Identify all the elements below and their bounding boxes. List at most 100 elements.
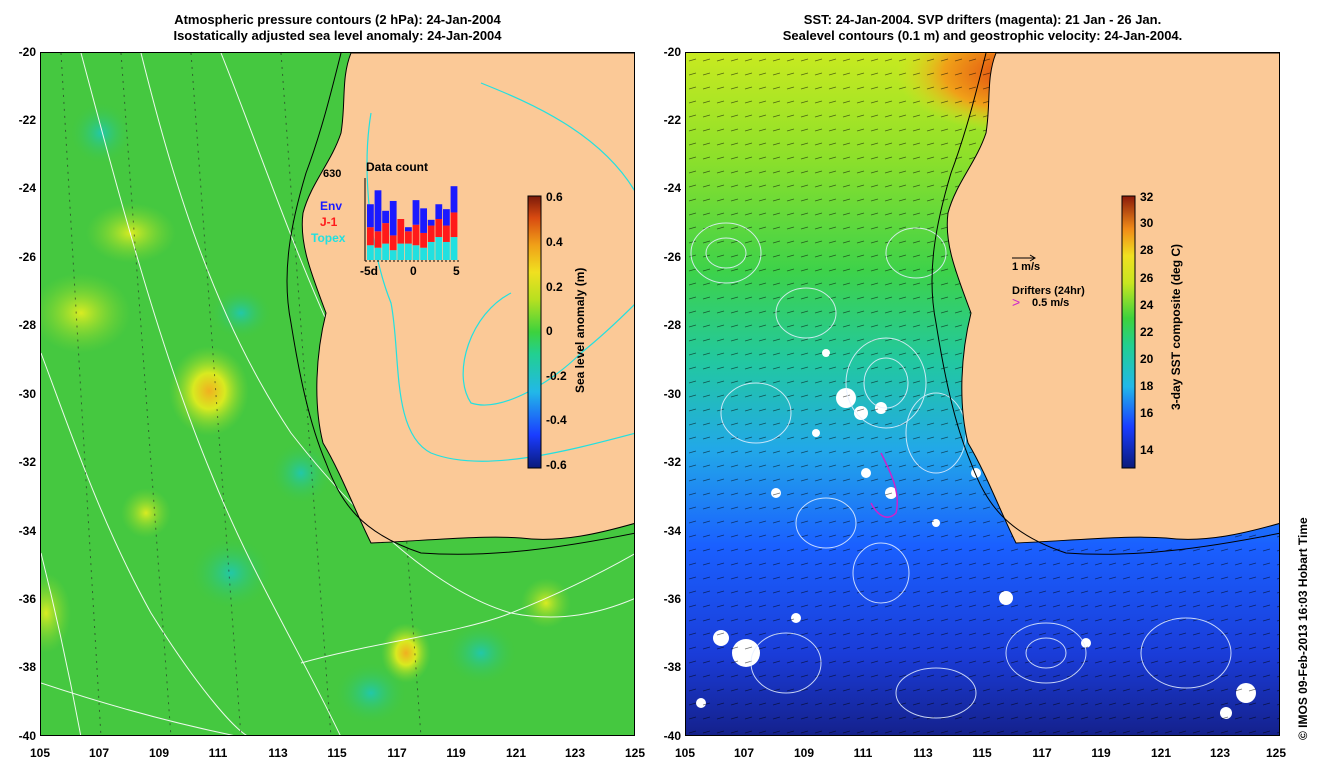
bathymetry-contour <box>286 53 634 555</box>
inset-bar-topex <box>427 241 435 260</box>
sla-anomaly-blobs <box>41 103 571 723</box>
inset-bar-topex <box>412 245 420 260</box>
right-xtick-115: 115 <box>972 746 992 760</box>
inset-bar-env <box>405 227 412 232</box>
bathymetry-contour-sst <box>931 53 1279 555</box>
left-xtick-107: 107 <box>88 746 110 760</box>
inset-bar-env <box>374 190 382 232</box>
inset-bar-env <box>412 200 420 225</box>
legend-j1: J-1 <box>320 215 338 229</box>
left-ytick-34: -34 <box>18 524 36 538</box>
right-xtick-123: 123 <box>1209 746 1231 760</box>
left-xtick-109: 109 <box>148 746 170 760</box>
inset-bar-topex <box>450 237 458 260</box>
left-ytick-22: -22 <box>18 113 36 127</box>
inset-bar-env <box>382 210 389 224</box>
left-ytick-32: -32 <box>18 455 36 469</box>
australia-landmass-sst <box>946 53 1279 544</box>
right-ytick-34: -34 <box>663 524 681 538</box>
inset-bar-j1 <box>420 232 427 248</box>
left-ytick-26: -26 <box>18 250 36 264</box>
left-panel-title: Atmospheric pressure contours (2 hPa): 2… <box>40 12 635 44</box>
inset-bar-j1 <box>427 225 435 242</box>
drifter-track <box>870 452 899 518</box>
left-ytick-24: -24 <box>18 181 36 195</box>
right-ytick-22: -22 <box>663 113 681 127</box>
right-ytick-30: -30 <box>663 387 681 401</box>
left-ytick-38: -38 <box>18 660 36 674</box>
right-title-line2: Sealevel contours (0.1 m) and geostrophi… <box>782 28 1183 43</box>
sst-cb-tick-16: 16 <box>1140 406 1154 420</box>
right-xtick-109: 109 <box>793 746 815 760</box>
inset-bar-topex <box>382 243 389 260</box>
sla-colorbar-label: Sea level anomaly (m) <box>573 267 587 393</box>
sst-colorbar-label: 3-day SST composite (deg C) <box>1169 243 1183 410</box>
right-ytick-32: -32 <box>663 455 681 469</box>
sla-cb-tick-0.4: 0.4 <box>546 235 563 249</box>
inset-bar-j1 <box>412 224 420 246</box>
velocity-arrowhead <box>1029 254 1036 262</box>
australia-landmass <box>301 53 634 544</box>
inset-bar-j1 <box>367 227 374 246</box>
sst-map: > 1 m/s Drifters (24hr) 0.5 m/s 3-day SS… <box>685 52 1280 736</box>
drifters-label: Drifters (24hr) <box>1012 285 1085 297</box>
inset-xtick-start: -5d <box>360 264 378 278</box>
copyright-credit: © IMOS 09-Feb-2013 16:03 Hobart Time <box>1296 517 1310 740</box>
sst-cb-tick-32: 32 <box>1140 190 1154 204</box>
right-ytick-20: -20 <box>663 45 681 59</box>
sla-colorbar <box>527 195 542 469</box>
inset-bar-topex <box>397 243 405 260</box>
inset-bar-topex <box>435 237 443 260</box>
inset-xtick-end: 5 <box>453 264 460 278</box>
inset-bar-topex <box>405 243 412 260</box>
left-xtick-125: 125 <box>624 746 646 760</box>
right-xtick-107: 107 <box>733 746 755 760</box>
legend-env: Env <box>320 199 342 213</box>
left-xtick-117: 117 <box>387 746 407 760</box>
left-xtick-111: 111 <box>208 746 228 760</box>
inset-bar-topex <box>374 247 382 260</box>
inset-bar-topex <box>389 250 397 260</box>
inset-bar-env <box>389 200 397 236</box>
left-ytick-36: -36 <box>18 592 36 606</box>
right-ytick-36: -36 <box>663 592 681 606</box>
sealevel-contours <box>690 222 1232 719</box>
right-xtick-113: 113 <box>913 746 933 760</box>
right-xtick-125: 125 <box>1265 746 1287 760</box>
sst-colorbar <box>1121 195 1136 469</box>
left-xtick-121: 121 <box>505 746 527 760</box>
left-xtick-119: 119 <box>446 746 466 760</box>
left-ytick-28: -28 <box>18 318 36 332</box>
right-title-line1: SST: 24-Jan-2004. SVP drifters (magenta)… <box>803 12 1162 27</box>
pressure-contours <box>41 53 634 735</box>
right-xtick-117: 117 <box>1032 746 1052 760</box>
right-ytick-28: -28 <box>663 318 681 332</box>
left-ytick-20: -20 <box>18 45 36 59</box>
sla-cb-tick-neg0.4: -0.4 <box>546 413 567 427</box>
velocity-scale-legend: > <box>1012 254 1036 310</box>
sla-cb-tick-0.6: 0.6 <box>546 190 563 204</box>
right-ytick-38: -38 <box>663 660 681 674</box>
left-ytick-30: -30 <box>18 387 36 401</box>
left-xtick-115: 115 <box>327 746 347 760</box>
inset-bar-env <box>427 219 435 226</box>
inset-bar-env <box>443 209 450 226</box>
sst-cb-tick-28: 28 <box>1140 243 1154 257</box>
drifter-scale-label: 0.5 m/s <box>1032 297 1070 309</box>
inset-bar-j1 <box>382 223 389 244</box>
sla-cb-tick-0.2: 0.2 <box>546 280 563 294</box>
sst-cb-tick-20: 20 <box>1140 352 1154 366</box>
left-title-line2: Isostatically adjusted sea level anomaly… <box>173 28 502 43</box>
inset-bar-j1 <box>405 231 412 244</box>
sst-cb-tick-22: 22 <box>1140 325 1154 339</box>
right-xtick-105: 105 <box>674 746 696 760</box>
left-ytick-40: -40 <box>18 729 36 743</box>
left-xtick-105: 105 <box>29 746 51 760</box>
sst-cb-tick-14: 14 <box>1140 443 1154 457</box>
sla-cb-tick-0: 0 <box>546 324 553 338</box>
inset-bar-topex <box>420 247 427 260</box>
right-ytick-24: -24 <box>663 181 681 195</box>
right-xtick-121: 121 <box>1150 746 1172 760</box>
inset-bar-env <box>435 204 443 219</box>
velocity-scale-label: 1 m/s <box>1012 261 1041 273</box>
